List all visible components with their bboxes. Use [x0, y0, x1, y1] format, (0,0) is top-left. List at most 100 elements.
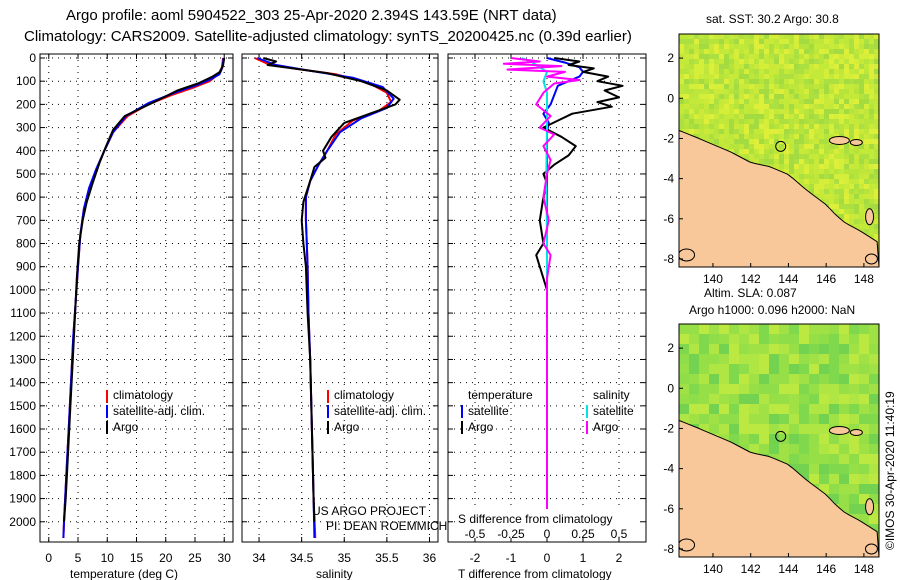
map-cell	[719, 94, 724, 99]
map-cell	[814, 39, 819, 44]
map-cell	[789, 64, 794, 69]
map-cell	[774, 59, 779, 64]
map-cell	[729, 404, 739, 414]
map-cell	[829, 109, 834, 114]
map-cell	[799, 334, 809, 344]
map-cell	[869, 514, 879, 524]
map-cell	[859, 404, 869, 414]
map-cell	[739, 139, 744, 144]
map-cell	[719, 384, 729, 394]
map-cell	[759, 424, 769, 434]
map-cell	[719, 344, 729, 354]
x-tick-label: 0	[544, 551, 551, 565]
map-cell	[739, 404, 749, 414]
map-cell	[689, 69, 694, 74]
map-island	[828, 135, 850, 145]
map-island	[828, 425, 850, 435]
map-cell	[799, 144, 804, 149]
map-cell	[849, 64, 854, 69]
map-cell	[794, 54, 799, 59]
map-cell	[839, 194, 844, 199]
map-cell	[734, 69, 739, 74]
argo-location-marker	[775, 140, 787, 152]
map-cell	[689, 109, 694, 114]
map-cell	[804, 134, 809, 139]
map-cell	[699, 74, 704, 79]
map-cell	[849, 39, 854, 44]
map-cell	[724, 134, 729, 139]
map-cell	[769, 134, 774, 139]
depth-tick-label: 2000	[9, 515, 36, 529]
map-cell	[769, 144, 774, 149]
map-cell	[764, 139, 769, 144]
map-cell	[824, 49, 829, 54]
map-cell	[679, 114, 684, 119]
map-cell	[759, 109, 764, 114]
map-cell	[859, 214, 864, 219]
map-cell	[774, 84, 779, 89]
map-cell	[874, 119, 879, 124]
map-cell	[739, 364, 749, 374]
map-cell	[869, 69, 874, 74]
map-cell	[744, 44, 749, 49]
map-cell	[714, 94, 719, 99]
map-cell	[849, 89, 854, 94]
map-cell	[774, 134, 779, 139]
map-cell	[724, 99, 729, 104]
map-island	[679, 538, 696, 552]
map-cell	[849, 94, 854, 99]
map-cell	[759, 414, 769, 424]
map-cell	[799, 84, 804, 89]
map-cell	[684, 54, 689, 59]
map-cell	[749, 444, 759, 454]
map-cell	[789, 159, 794, 164]
map-cell	[789, 154, 794, 159]
map-cell	[864, 134, 869, 139]
map-cell	[699, 84, 704, 89]
map-cell	[869, 94, 874, 99]
map-cell	[714, 34, 719, 39]
map-cell	[784, 144, 789, 149]
map-cell	[739, 154, 744, 159]
map-cell	[819, 124, 824, 129]
map-cell	[729, 69, 734, 74]
depth-tick-label: 1200	[9, 329, 36, 343]
map-cell	[744, 49, 749, 54]
map-cell	[684, 99, 689, 104]
map-cell	[829, 189, 834, 194]
map-cell	[759, 74, 764, 79]
map-cell	[759, 99, 764, 104]
map-cell	[824, 39, 829, 44]
map-cell	[779, 69, 784, 74]
map-cell	[874, 219, 879, 224]
map-cell	[764, 84, 769, 89]
map-cell	[869, 104, 874, 109]
map-cell	[689, 364, 699, 374]
map-cell	[854, 149, 859, 154]
map-cell	[699, 54, 704, 59]
map-cell	[684, 124, 689, 129]
map-cell	[814, 179, 819, 184]
map-cell	[869, 199, 874, 204]
map-cell	[769, 154, 774, 159]
map-cell	[789, 324, 799, 334]
map-cell	[814, 139, 819, 144]
map-cell	[859, 154, 864, 159]
map-cell	[744, 34, 749, 39]
map-cell	[759, 154, 764, 159]
map-cell	[809, 174, 814, 179]
map-cell	[704, 114, 709, 119]
map-cell	[699, 99, 704, 104]
map-cell	[829, 484, 839, 494]
map-cell	[784, 154, 789, 159]
map-cell	[809, 169, 814, 174]
map-cell	[829, 94, 834, 99]
map-cell	[839, 204, 844, 209]
map-cell	[794, 134, 799, 139]
map-cell	[704, 34, 709, 39]
map-cell	[714, 69, 719, 74]
map-cell	[829, 334, 839, 344]
map-cell	[769, 354, 779, 364]
map-cell	[859, 374, 869, 384]
map-cell	[834, 154, 839, 159]
